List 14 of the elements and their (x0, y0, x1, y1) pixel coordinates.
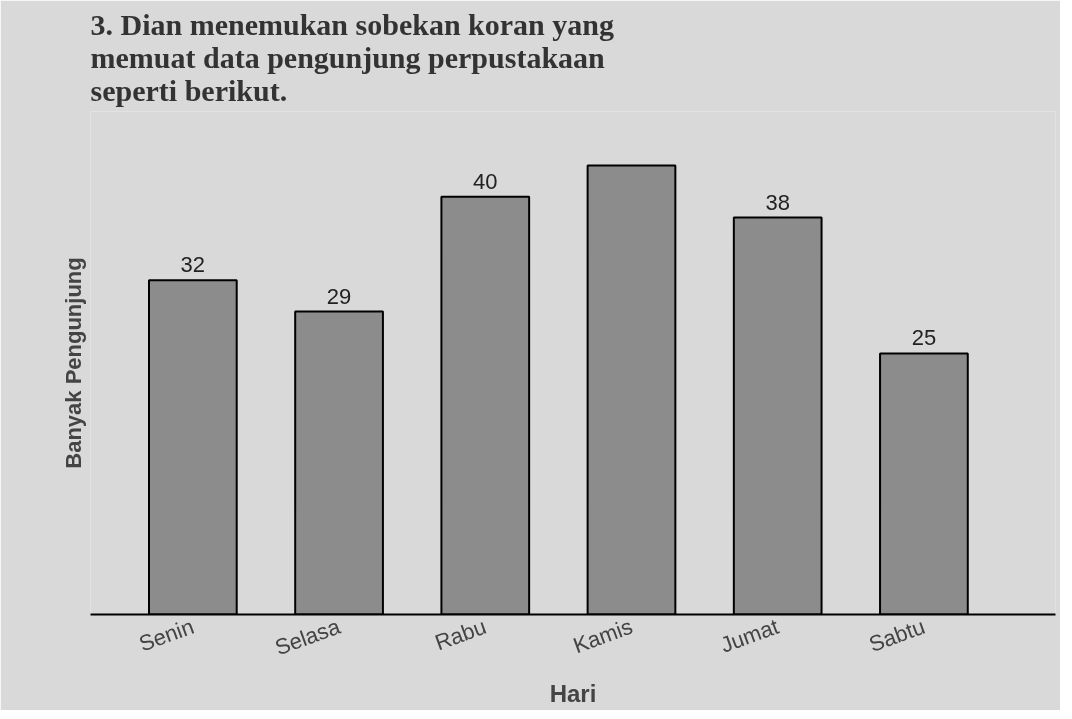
chart-title: 3. Dian menemukan sobekan koran yang memuat data pengunjung perpustakaan seperti berikut. (90, 7, 614, 107)
data-label: 32 (180, 252, 206, 278)
y-axis-title: Banyak Pengunjung (60, 257, 86, 469)
x-tick-label: Kamis (569, 613, 636, 659)
x-tick-label: Selasa (271, 613, 345, 661)
data-label: 25 (911, 325, 937, 351)
x-tick-label: Sabtu (865, 613, 929, 657)
data-label: 40 (473, 168, 498, 194)
x-tick-label: Rabu (431, 613, 490, 656)
x-tick-label: Jumat (717, 613, 782, 658)
data-label: 38 (765, 189, 790, 215)
x-tick-label: Senin (135, 613, 198, 657)
x-axis-title: Hari (549, 680, 597, 708)
data-label: 29 (326, 283, 352, 309)
